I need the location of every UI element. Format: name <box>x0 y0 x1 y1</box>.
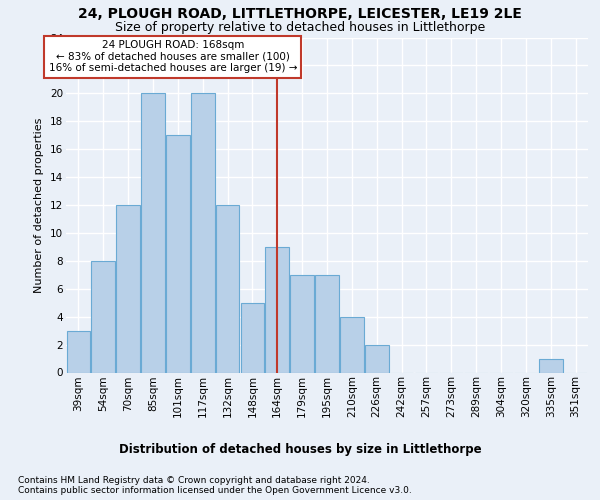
Bar <box>116 205 140 372</box>
Bar <box>166 135 190 372</box>
Bar <box>365 344 389 372</box>
Text: Size of property relative to detached houses in Littlethorpe: Size of property relative to detached ho… <box>115 21 485 34</box>
Bar <box>265 247 289 372</box>
Bar <box>141 94 165 372</box>
Bar <box>91 261 115 372</box>
Bar <box>539 358 563 372</box>
Bar <box>290 275 314 372</box>
Bar <box>315 275 339 372</box>
Text: 24 PLOUGH ROAD: 168sqm
← 83% of detached houses are smaller (100)
16% of semi-de: 24 PLOUGH ROAD: 168sqm ← 83% of detached… <box>49 40 297 74</box>
Bar <box>67 330 90 372</box>
Y-axis label: Number of detached properties: Number of detached properties <box>34 118 44 292</box>
Bar <box>241 302 264 372</box>
Text: 24, PLOUGH ROAD, LITTLETHORPE, LEICESTER, LE19 2LE: 24, PLOUGH ROAD, LITTLETHORPE, LEICESTER… <box>78 8 522 22</box>
Bar <box>340 316 364 372</box>
Bar <box>216 205 239 372</box>
Text: Contains HM Land Registry data © Crown copyright and database right 2024.
Contai: Contains HM Land Registry data © Crown c… <box>18 476 412 495</box>
Bar <box>191 94 215 372</box>
Text: Distribution of detached houses by size in Littlethorpe: Distribution of detached houses by size … <box>119 442 481 456</box>
